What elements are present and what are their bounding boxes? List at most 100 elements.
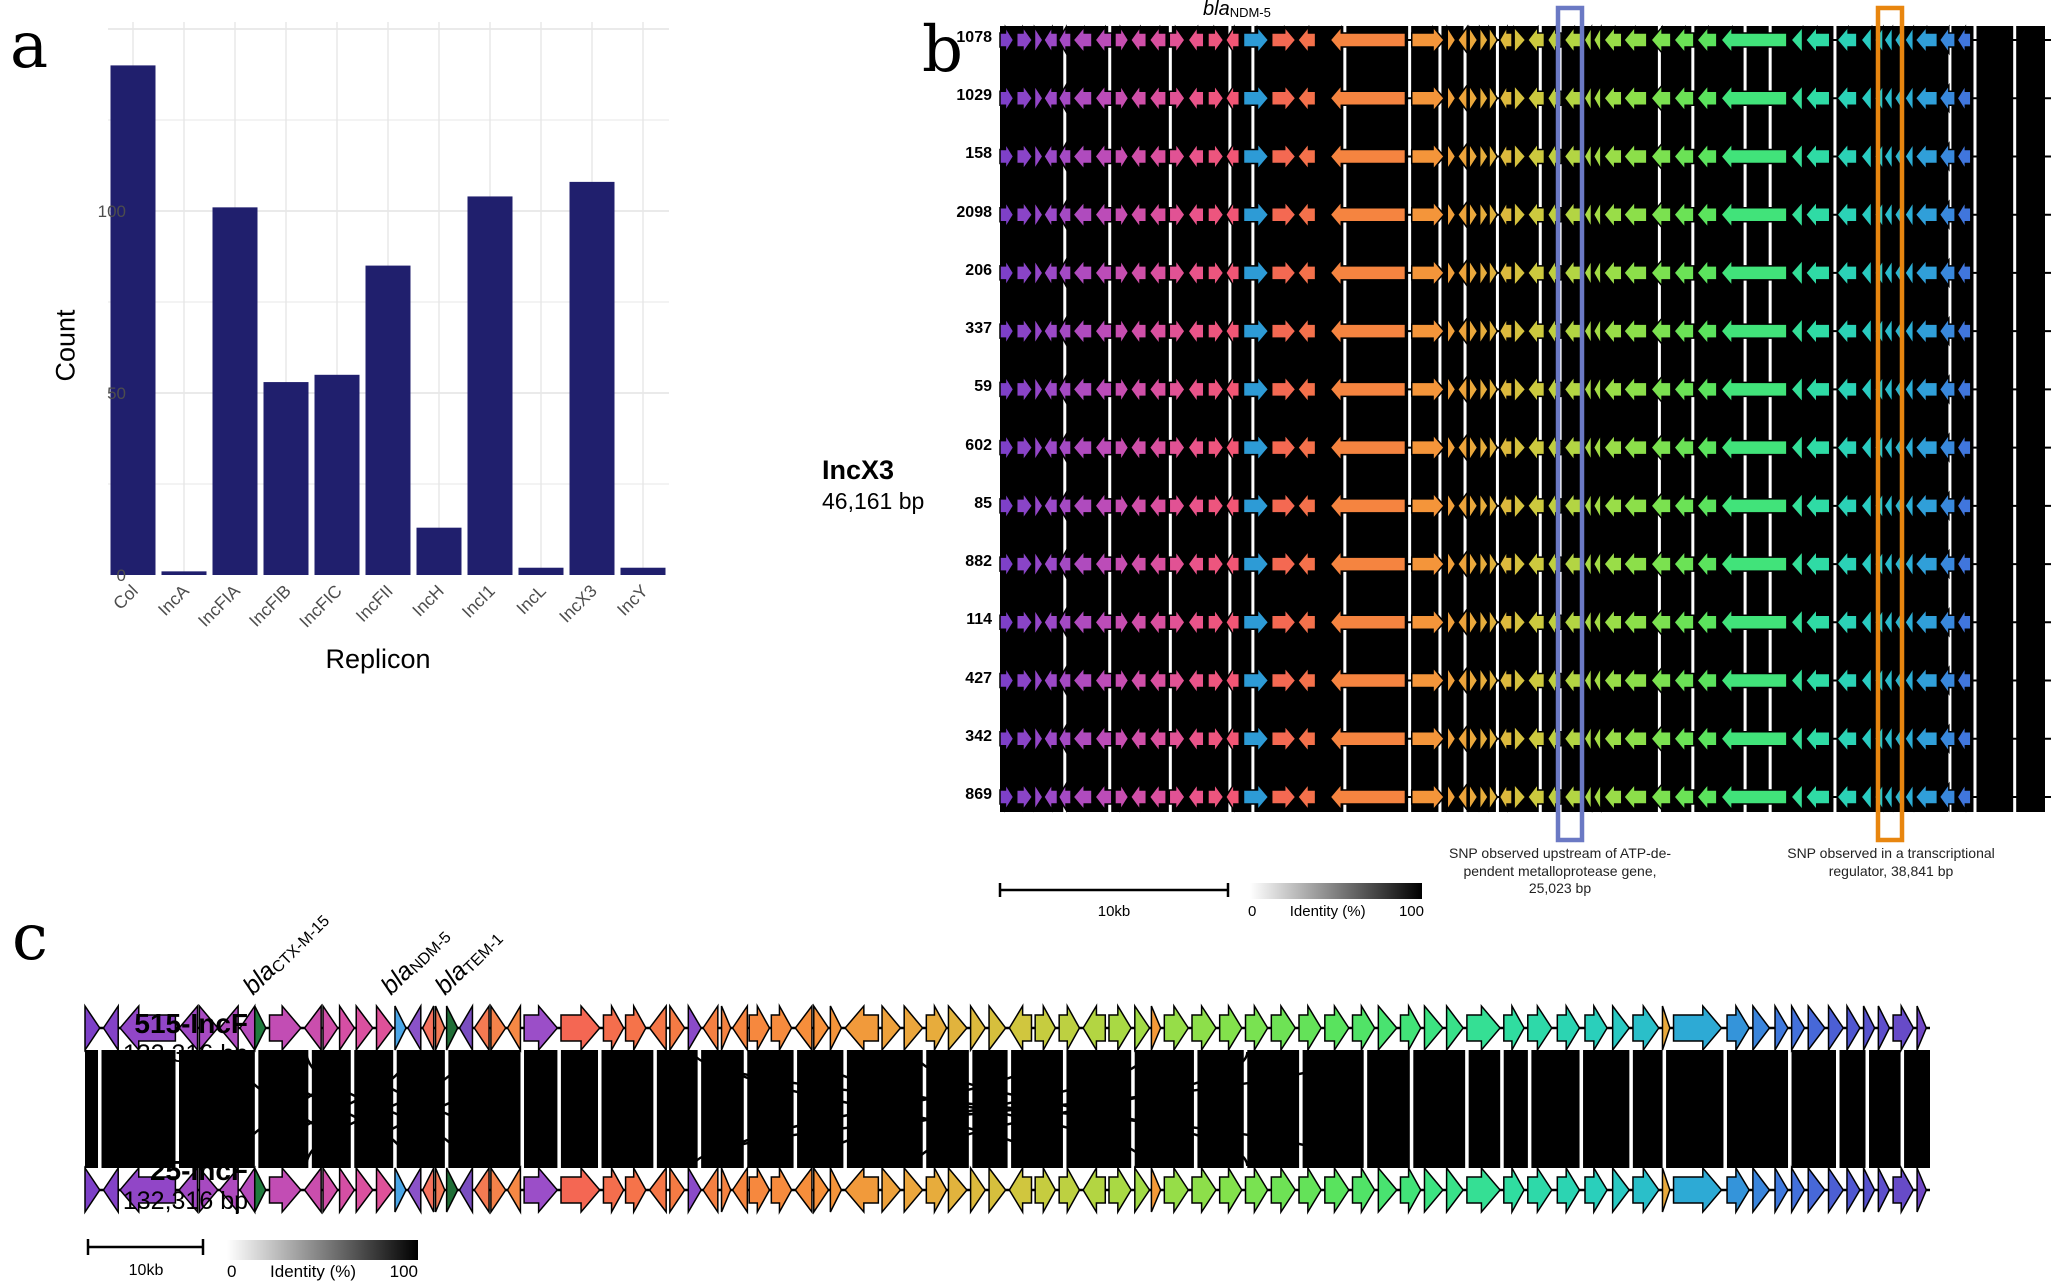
gene-arrow	[1456, 723, 1468, 755]
gene-arrow	[1057, 664, 1072, 697]
gene-arrow	[1242, 24, 1270, 56]
gene-arrow	[1410, 723, 1446, 754]
gene-arrow	[1129, 374, 1148, 405]
gene-arrow	[1478, 140, 1489, 173]
track-row-label: 59	[974, 378, 992, 396]
gene-arrow	[1446, 606, 1457, 638]
track-row-label: 85	[974, 494, 992, 512]
gene-arrow	[1242, 723, 1270, 754]
gene-arrow	[1513, 141, 1527, 172]
gene-arrow	[1488, 24, 1499, 56]
gene-arrow	[1904, 315, 1915, 347]
gene-arrow	[1148, 257, 1167, 289]
gene-arrow	[1478, 24, 1489, 56]
identity-gap	[1500, 1050, 1504, 1168]
gene-arrow	[322, 1003, 339, 1053]
bar-IncFIC	[314, 374, 360, 575]
gene-arrow	[1043, 199, 1059, 231]
gene-arrow	[1148, 374, 1167, 405]
gene-arrow	[1129, 257, 1148, 289]
gene-arrow	[1329, 199, 1407, 230]
gene-arrow	[1114, 24, 1130, 56]
gene-arrow	[1904, 82, 1915, 114]
identity-gap	[1662, 1050, 1667, 1168]
gene-arrow	[1043, 723, 1059, 755]
gene-arrow	[1622, 199, 1648, 230]
gene-arrow	[1498, 490, 1513, 522]
gene-arrow	[1860, 24, 1873, 56]
gene-arrow	[1270, 1003, 1297, 1053]
gene-arrow	[1904, 606, 1915, 638]
gene-arrow	[1478, 781, 1489, 813]
gene-arrow	[1008, 1003, 1033, 1053]
y-tick-label: 100	[98, 202, 126, 221]
identity-gap	[1723, 1050, 1727, 1168]
gene-arrow	[1603, 141, 1623, 172]
gene-arrow	[1892, 1003, 1915, 1053]
gene-arrow	[1650, 549, 1672, 580]
gene-arrow	[1168, 24, 1186, 56]
gene-arrow	[1673, 374, 1695, 405]
identity-gap	[1063, 26, 1067, 812]
gene-arrow	[1015, 24, 1034, 56]
gene-arrow	[1446, 373, 1457, 405]
identity-gap	[1865, 1050, 1870, 1168]
gene-arrow	[1015, 606, 1034, 638]
gene-arrow	[1108, 1003, 1132, 1053]
identity-label-b: Identity (%)	[1289, 903, 1366, 920]
identity-gap	[175, 1050, 179, 1168]
gene-arrow	[1072, 24, 1093, 56]
gene-arrow	[1478, 490, 1489, 522]
gene-arrow	[1696, 374, 1718, 405]
gene-arrow	[999, 781, 1015, 813]
gene-arrow	[1498, 140, 1513, 173]
gene-arrow	[1114, 606, 1130, 638]
gene-arrow	[1094, 257, 1113, 289]
gene-arrow	[1410, 141, 1446, 172]
gene-arrow	[490, 1165, 507, 1215]
gene-arrow	[1836, 257, 1858, 288]
gene-arrow	[1296, 665, 1317, 696]
x-axis-title: Replicon	[325, 644, 431, 674]
gene-arrow	[988, 1003, 1007, 1053]
gene-arrow	[1696, 316, 1718, 347]
gene-arrow	[1603, 723, 1623, 754]
gene-arrow	[1720, 665, 1788, 696]
gene-arrow	[1446, 315, 1457, 347]
gene-arrow	[1410, 316, 1446, 347]
gene-arrow	[1488, 257, 1499, 289]
gene-arrow	[1224, 140, 1241, 173]
gene-arrow	[1498, 664, 1513, 697]
gene-arrow	[1938, 24, 1956, 56]
gene-arrow	[1938, 665, 1956, 696]
gene-arrow	[1445, 1165, 1465, 1215]
gene-arrow	[1187, 199, 1205, 231]
identity-gap	[1657, 26, 1661, 812]
gene-arrow	[355, 1165, 374, 1215]
gene-arrow	[1168, 199, 1186, 231]
gene-arrow	[1187, 24, 1205, 56]
gene-arrow	[1015, 548, 1034, 580]
gene-arrow	[1094, 199, 1113, 230]
y-tick-label: 0	[117, 566, 126, 585]
gene-arrow	[1720, 199, 1788, 230]
gene-arrow	[1298, 1165, 1323, 1215]
gene-arrow	[1807, 1003, 1826, 1053]
gene-arrow	[1015, 141, 1034, 172]
gene-arrow	[1956, 24, 1972, 56]
gene-arrow	[119, 1165, 177, 1215]
gene-arrow	[1938, 257, 1956, 289]
gene-arrow	[1804, 781, 1831, 813]
snp-highlight-box	[1555, 5, 1585, 843]
identity-gap	[743, 1050, 748, 1168]
gene-arrow	[1033, 199, 1044, 231]
gene-arrow	[1583, 24, 1593, 56]
gene-arrow	[1673, 549, 1695, 580]
gene-arrow	[1446, 24, 1457, 56]
gene-arrow	[1168, 723, 1186, 755]
gene-arrow	[1860, 548, 1873, 580]
gene-arrow	[1456, 490, 1468, 522]
gene-arrow	[1726, 1165, 1751, 1215]
gene-arrow	[1556, 1165, 1581, 1215]
x-tick-label: IncI1	[458, 581, 499, 622]
